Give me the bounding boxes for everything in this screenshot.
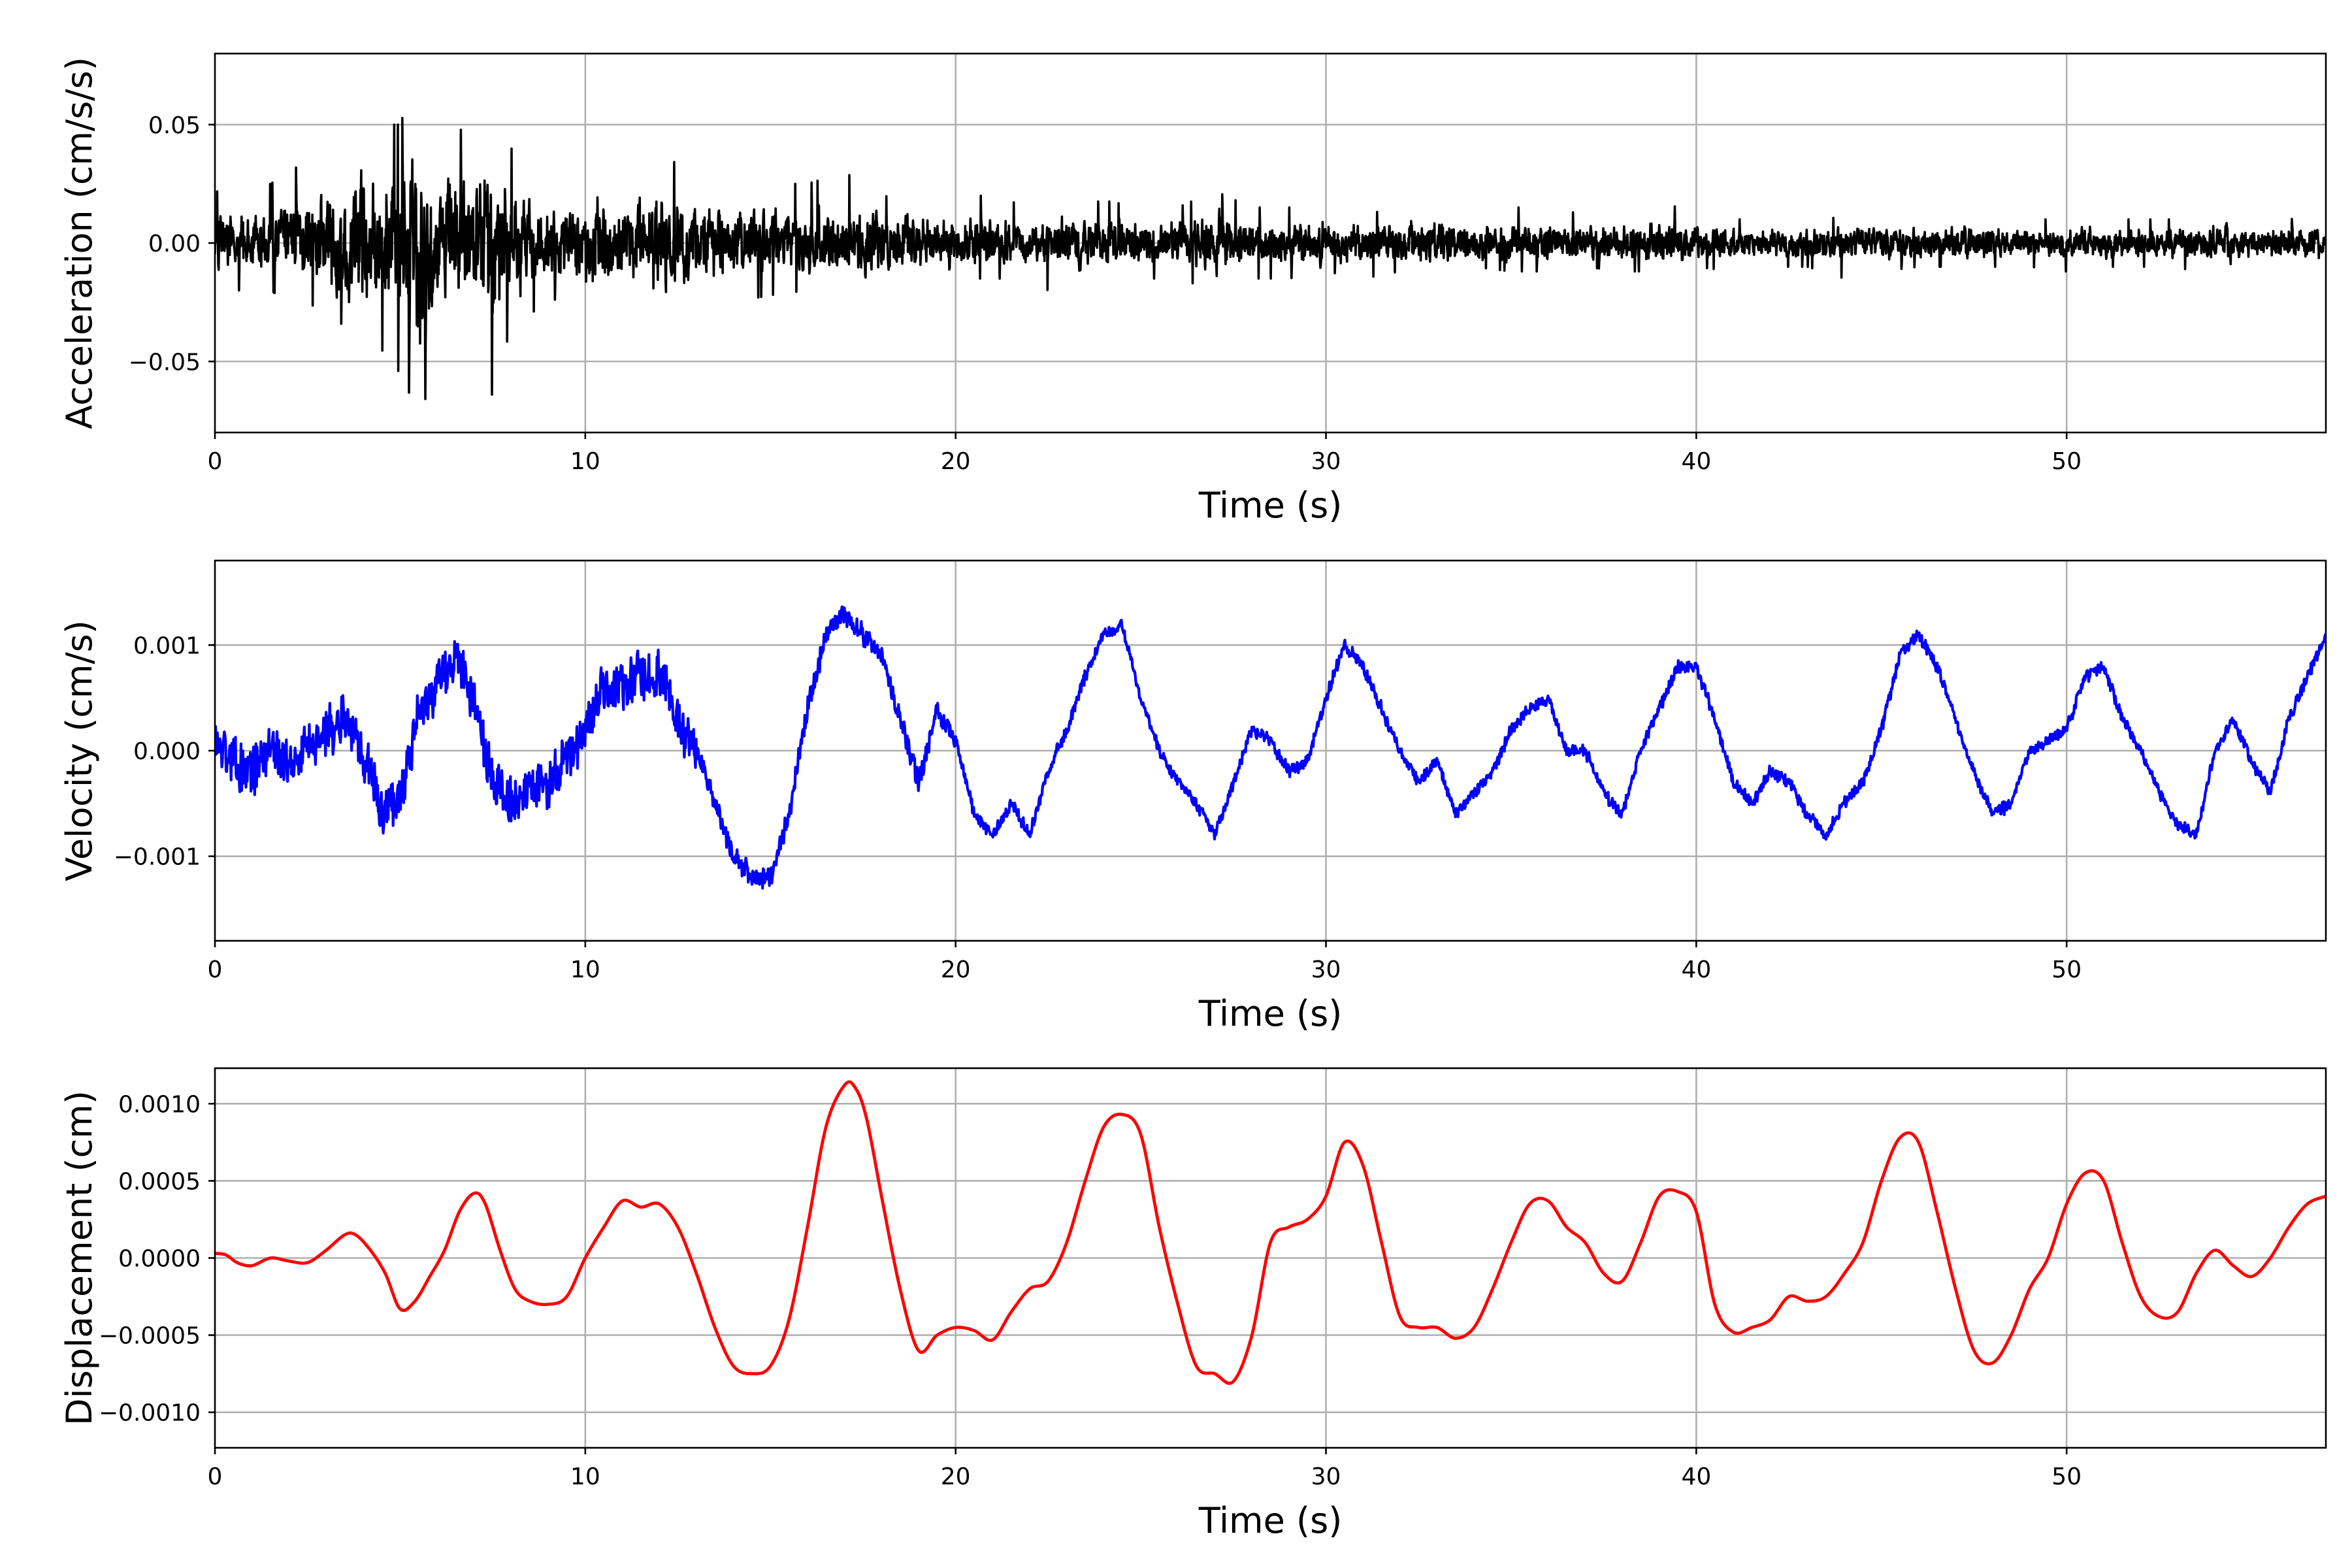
velocity-xtick-label-2: 20	[941, 956, 971, 983]
acceleration-xtick-label-0: 0	[208, 448, 223, 475]
panel-displacement: 0 10 20 30 40 50 −0.0010 −0.0005 0.0000 0.0005 0.0…	[59, 1067, 2327, 1541]
displacement-xtick-label-3: 30	[1311, 1463, 1341, 1490]
displacement-series-line	[215, 1080, 2326, 1385]
acceleration-x-axis-label: Time (s)	[1198, 485, 1343, 526]
panel-acceleration: 0 10 20 30 40 50 −0.05 0.00 0.05 Time (s) Accelera…	[59, 52, 2327, 526]
acceleration-xtick-label-1: 10	[570, 448, 600, 475]
acceleration-y-axis-label: Acceleration (cm/s/s)	[59, 57, 100, 429]
velocity-series-line	[215, 605, 2326, 890]
displacement-ytick-label-4: 0.0010	[118, 1091, 201, 1118]
acceleration-ytick-label-0: −0.05	[129, 349, 201, 376]
velocity-ytick-label-0: −0.001	[114, 844, 201, 871]
velocity-xtick-label-5: 50	[2051, 956, 2082, 983]
velocity-xtick-label-1: 10	[570, 956, 600, 983]
displacement-xtick-label-1: 10	[570, 1463, 600, 1490]
displacement-xtick-label-2: 20	[941, 1463, 971, 1490]
displacement-ytick-label-2: 0.0000	[118, 1246, 201, 1273]
velocity-xtick-label-0: 0	[208, 956, 223, 983]
velocity-xtick-label-4: 40	[1681, 956, 1711, 983]
velocity-y-axis-label: Velocity (cm/s)	[59, 620, 100, 881]
displacement-x-axis-label: Time (s)	[1198, 1500, 1343, 1541]
displacement-ytick-label-3: 0.0005	[118, 1168, 201, 1195]
acceleration-xtick-label-4: 40	[1681, 448, 1711, 475]
displacement-xtick-label-5: 50	[2051, 1463, 2082, 1490]
velocity-ytick-label-1: 0.000	[133, 738, 201, 765]
velocity-x-axis-label: Time (s)	[1198, 993, 1343, 1034]
panel-velocity: 0 10 20 30 40 50 −0.001 0.000 0.001 Time (s) Veloc…	[59, 559, 2327, 1034]
velocity-xtick-label-3: 30	[1311, 956, 1341, 983]
acceleration-xtick-label-5: 50	[2051, 448, 2082, 475]
displacement-ytick-label-1: −0.0005	[99, 1323, 201, 1350]
displacement-y-axis-label: Displacement (cm)	[59, 1090, 100, 1426]
acceleration-xtick-label-2: 20	[941, 448, 971, 475]
acceleration-series-line	[215, 116, 2326, 400]
displacement-xtick-label-4: 40	[1681, 1463, 1711, 1490]
acceleration-xtick-label-3: 30	[1311, 448, 1341, 475]
acceleration-ytick-label-1: 0.00	[148, 231, 201, 257]
displacement-xtick-label-0: 0	[208, 1463, 223, 1490]
acceleration-ytick-label-2: 0.05	[148, 112, 201, 139]
displacement-ytick-label-0: −0.0010	[99, 1400, 201, 1427]
velocity-ytick-label-2: 0.001	[133, 632, 201, 659]
